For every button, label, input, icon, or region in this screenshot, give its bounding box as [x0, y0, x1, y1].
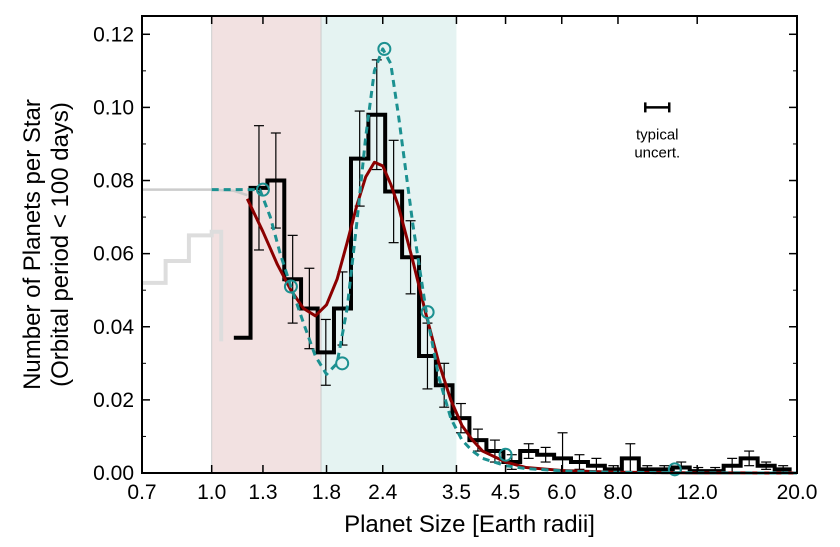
y-axis-label-line-2: (Orbital period < 100 days)	[47, 102, 74, 387]
circle-marker-0	[255, 182, 270, 197]
fit-dashed-curve	[211, 47, 798, 475]
y-tick-label-2: 0.04	[93, 316, 134, 339]
y-axis-label-line-1: Number of Planets per Star	[19, 99, 46, 390]
y-tick-label-0: 0.00	[93, 462, 134, 485]
fit-curves-layer	[211, 47, 798, 475]
shaded-region-0	[211, 16, 322, 473]
circle-markers-layer	[255, 41, 682, 477]
plot-frame	[141, 15, 798, 474]
circle-marker-2	[335, 356, 350, 371]
y-tick-label-5: 0.10	[93, 96, 134, 119]
shaded-regions	[211, 16, 457, 473]
y-tick-label-1: 0.02	[93, 389, 134, 412]
circle-marker-4	[420, 305, 435, 320]
x-tick-label-8: 8.0	[603, 481, 632, 504]
x-axis-label: Planet Size [Earth radii]	[344, 511, 595, 538]
x-tick-label-1: 1.0	[197, 481, 226, 504]
circle-marker-1	[283, 279, 298, 294]
annotation-line-2: uncert.	[634, 144, 680, 161]
gray-histogram	[142, 229, 224, 342]
circle-marker-6	[667, 462, 682, 477]
annotation-layer: typical uncert.	[634, 102, 680, 161]
axes: 0.7 1.0 1.3 1.8 2.4 3.5 4.5 6.0 8.0 12.0 20.0 0.00 0…	[93, 16, 817, 504]
x-tick-label-3: 1.8	[312, 481, 341, 504]
y-tick-label-4: 0.08	[93, 170, 134, 193]
x-tick-label-9: 12.0	[677, 481, 718, 504]
x-tick-label-5: 3.5	[442, 481, 471, 504]
x-tick-label-4: 2.4	[368, 481, 398, 504]
circle-marker-5	[498, 447, 513, 462]
circle-marker-3	[377, 41, 392, 56]
y-tick-label-6: 0.12	[93, 23, 134, 46]
shaded-region-1	[321, 16, 457, 473]
x-tick-label-7: 6.0	[547, 481, 576, 504]
annotation-line-1: typical	[636, 126, 679, 143]
x-tick-label-6: 4.5	[491, 481, 520, 504]
x-tick-label-10: 20.0	[777, 481, 818, 504]
x-tick-label-2: 1.3	[248, 481, 277, 504]
x-tick-label-0: 0.7	[127, 481, 156, 504]
y-tick-label-3: 0.06	[93, 243, 134, 266]
